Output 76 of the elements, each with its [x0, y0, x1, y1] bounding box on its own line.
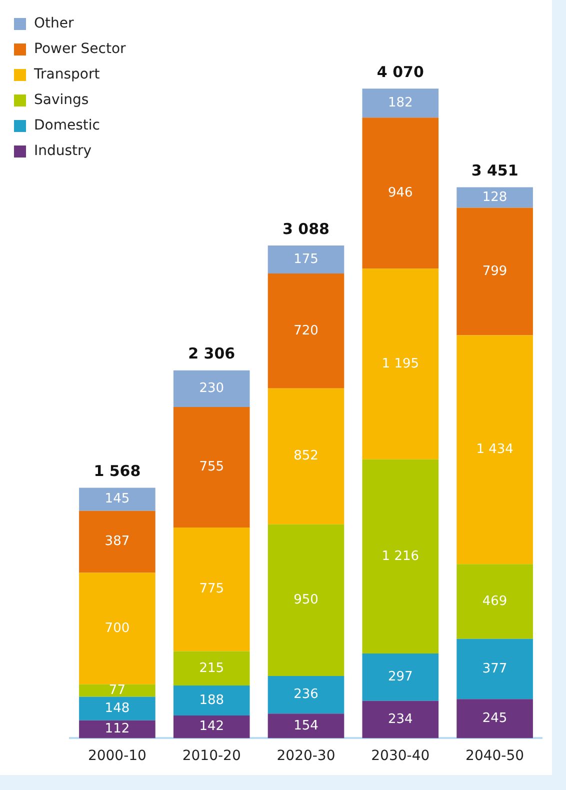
data-label: 154 — [294, 718, 318, 734]
x-tick-label: 2000-10 — [88, 748, 146, 764]
data-label: 142 — [199, 719, 224, 734]
bar — [362, 268, 439, 460]
data-label: 297 — [388, 670, 413, 685]
data-label: 234 — [388, 712, 413, 727]
data-label: 1 195 — [382, 356, 420, 372]
data-label: 1 216 — [382, 548, 420, 564]
bar — [362, 88, 439, 118]
data-label: 215 — [199, 660, 224, 676]
total-label: 3 451 — [471, 162, 518, 180]
bar — [79, 510, 156, 573]
bar — [173, 651, 250, 686]
bar — [268, 714, 344, 738]
bar — [456, 208, 533, 336]
bar — [362, 459, 439, 654]
bar — [79, 684, 156, 697]
data-label: 775 — [199, 582, 224, 597]
bar — [79, 572, 156, 684]
x-tick-label: 2030-40 — [371, 748, 430, 764]
legend-label: Domestic — [34, 118, 100, 134]
data-label: 112 — [104, 722, 130, 737]
legend-label: Industry — [34, 143, 92, 160]
data-label: 1 434 — [476, 442, 514, 458]
x-tick-label: 2020-30 — [276, 748, 336, 764]
data-label: 387 — [104, 534, 130, 550]
data-label: 148 — [104, 700, 130, 716]
data-label: 720 — [294, 323, 318, 338]
data-label: 377 — [482, 661, 508, 676]
data-label: 755 — [199, 460, 224, 475]
total-label: 1 568 — [94, 462, 141, 480]
bar — [173, 370, 250, 408]
bar — [456, 699, 533, 738]
bar — [362, 118, 439, 269]
bar — [173, 716, 250, 738]
bar — [362, 700, 439, 738]
bar — [173, 407, 250, 528]
data-label: 245 — [482, 711, 508, 726]
bar — [268, 246, 344, 274]
legend-label: Other — [34, 16, 74, 32]
bar — [79, 720, 156, 738]
data-label: 852 — [294, 448, 318, 464]
data-label: 182 — [388, 96, 413, 111]
data-label: 700 — [104, 620, 130, 636]
legend-label: Power Sector — [34, 41, 126, 58]
bar — [79, 488, 156, 511]
bar — [456, 187, 533, 208]
total-label: 4 070 — [376, 63, 424, 82]
bar — [173, 686, 250, 716]
legend-label: Transport — [33, 66, 100, 83]
bar — [268, 273, 344, 388]
data-label: 230 — [199, 381, 224, 396]
legend-label: Savings — [34, 92, 89, 108]
data-label: 469 — [482, 594, 508, 609]
bar — [173, 528, 250, 652]
total-label: 3 088 — [282, 220, 330, 238]
data-label: 236 — [294, 687, 318, 702]
data-label: 128 — [482, 190, 508, 205]
data-label: 950 — [294, 592, 318, 608]
data-label: 175 — [294, 252, 318, 267]
data-label: 77 — [108, 682, 126, 698]
x-tick-label: 2010-20 — [182, 748, 241, 764]
data-label: 188 — [199, 692, 224, 708]
bar — [456, 564, 533, 639]
bar — [268, 388, 344, 524]
total-label: 2 306 — [188, 344, 236, 363]
bar — [79, 696, 156, 720]
bar — [456, 638, 533, 700]
bar — [456, 335, 533, 564]
data-label: 799 — [482, 264, 508, 279]
bar — [268, 524, 344, 676]
bar — [362, 653, 439, 701]
data-label: 145 — [104, 492, 130, 507]
data-label: 946 — [388, 186, 413, 201]
x-tick-label: 2040-50 — [466, 748, 524, 764]
bar — [268, 676, 344, 714]
